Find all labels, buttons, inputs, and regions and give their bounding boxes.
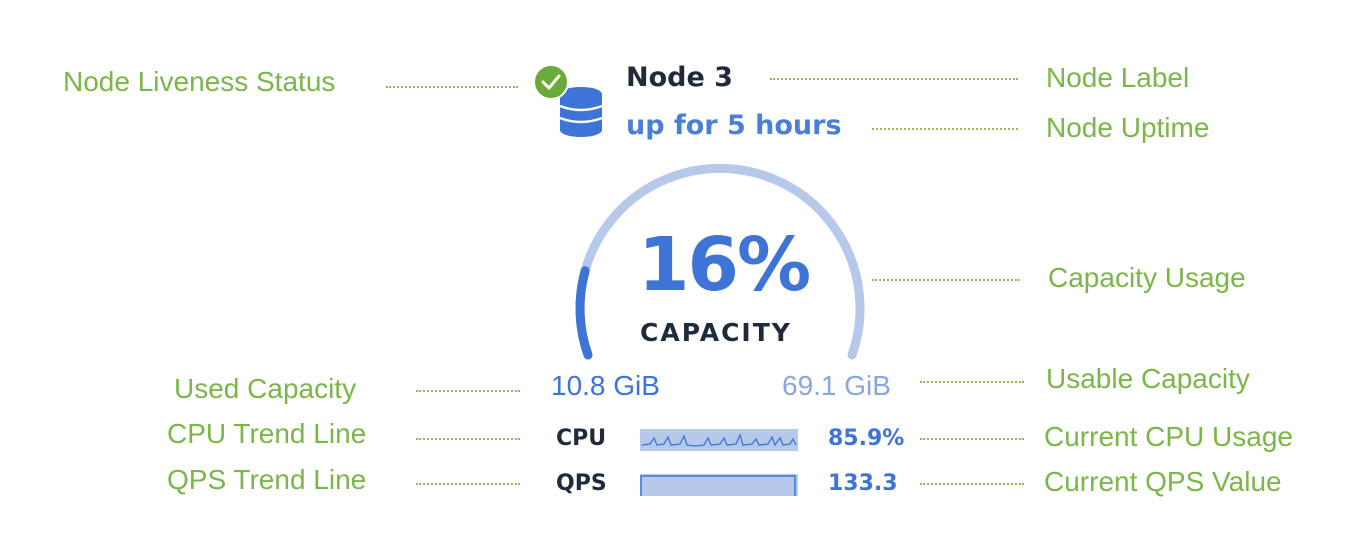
- cpu-label: CPU: [556, 426, 607, 451]
- capacity-gauge: [575, 163, 865, 360]
- annotation-qps-current: Current QPS Value: [1044, 466, 1282, 497]
- annotation-cpu-current: Current CPU Usage: [1044, 421, 1293, 452]
- annotation-usable-capacity: Usable Capacity: [1046, 363, 1250, 394]
- capacity-percent: 16%: [638, 222, 811, 308]
- leader-line: [416, 438, 520, 440]
- qps-label: QPS: [556, 471, 607, 496]
- qps-sparkline[interactable]: [640, 474, 798, 496]
- used-capacity: 10.8 GiB: [551, 370, 660, 401]
- usable-capacity: 69.1 GiB: [782, 370, 891, 401]
- leader-line: [416, 390, 520, 392]
- annotation-cpu-trend: CPU Trend Line: [167, 418, 367, 449]
- annotation-liveness: Node Liveness Status: [63, 66, 336, 97]
- leader-line: [770, 78, 1018, 80]
- annotation-uptime: Node Uptime: [1046, 112, 1210, 143]
- leader-line: [416, 483, 520, 485]
- leader-line: [920, 381, 1024, 383]
- database-icon: [533, 64, 603, 137]
- annotation-node-label: Node Label: [1046, 62, 1190, 93]
- node-uptime: up for 5 hours: [626, 110, 842, 141]
- capacity-title: CAPACITY: [640, 318, 792, 347]
- leader-line: [920, 483, 1024, 485]
- annotation-qps-trend: QPS Trend Line: [167, 464, 367, 495]
- cpu-value: 85.9%: [828, 426, 905, 451]
- leader-line: [872, 279, 1020, 281]
- qps-value: 133.3: [828, 471, 898, 496]
- cpu-sparkline[interactable]: [640, 429, 798, 451]
- gauge-fill: [575, 163, 865, 360]
- annotation-used-capacity: Used Capacity: [174, 373, 357, 404]
- node-label[interactable]: Node 3: [626, 62, 733, 93]
- liveness-check-icon: [533, 64, 569, 100]
- leader-line: [920, 438, 1024, 440]
- annotation-capacity-usage: Capacity Usage: [1048, 262, 1246, 293]
- leader-line: [386, 86, 518, 88]
- leader-line: [872, 128, 1018, 130]
